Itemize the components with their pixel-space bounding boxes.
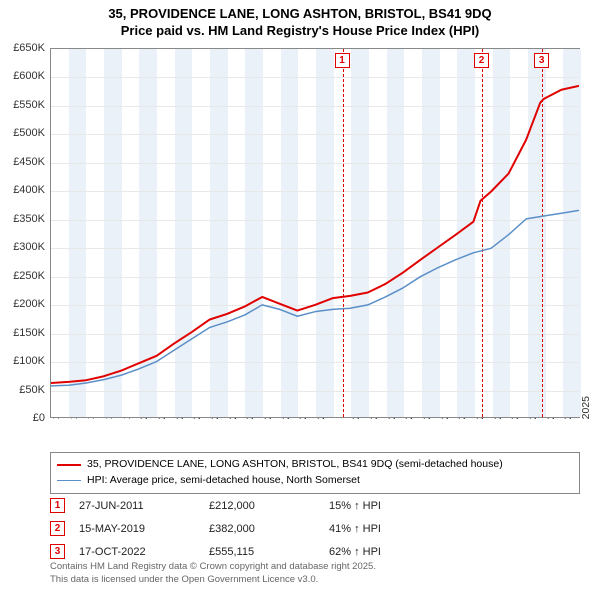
y-tick-label: £100K [3, 355, 45, 367]
y-tick-label: £500K [3, 127, 45, 139]
series-line [51, 86, 579, 383]
y-tick-label: £600K [3, 70, 45, 82]
y-tick-label: £250K [3, 270, 45, 282]
event-row: 2 15-MAY-2019 £382,000 41% ↑ HPI [50, 517, 580, 540]
legend-swatch [57, 480, 81, 482]
legend-swatch [57, 464, 81, 467]
event-hpi: 62% ↑ HPI [329, 546, 449, 558]
y-tick-label: £650K [3, 42, 45, 54]
legend-item: HPI: Average price, semi-detached house,… [57, 473, 573, 489]
footer-attribution: Contains HM Land Registry data © Crown c… [50, 561, 376, 586]
event-date: 27-JUN-2011 [79, 500, 209, 512]
event-price: £382,000 [209, 523, 329, 535]
event-badge: 3 [50, 544, 65, 559]
event-marker-badge: 3 [534, 53, 549, 68]
y-tick-label: £0 [3, 412, 45, 424]
series-line [51, 210, 579, 386]
legend-label: HPI: Average price, semi-detached house,… [87, 473, 360, 489]
event-date: 15-MAY-2019 [79, 523, 209, 535]
y-tick-label: £350K [3, 213, 45, 225]
footer-line-2: This data is licensed under the Open Gov… [50, 574, 376, 586]
title-line-1: 35, PROVIDENCE LANE, LONG ASHTON, BRISTO… [0, 6, 600, 23]
y-tick-label: £150K [3, 327, 45, 339]
event-marker-badge: 1 [335, 53, 350, 68]
y-tick-label: £300K [3, 241, 45, 253]
footer-line-1: Contains HM Land Registry data © Crown c… [50, 561, 376, 573]
legend-label: 35, PROVIDENCE LANE, LONG ASHTON, BRISTO… [87, 457, 503, 473]
chart-title: 35, PROVIDENCE LANE, LONG ASHTON, BRISTO… [0, 0, 600, 42]
x-tick-label: 2025 [580, 396, 592, 436]
title-line-2: Price paid vs. HM Land Registry's House … [0, 23, 600, 40]
event-row: 3 17-OCT-2022 £555,115 62% ↑ HPI [50, 540, 580, 563]
event-hpi: 15% ↑ HPI [329, 500, 449, 512]
legend-item: 35, PROVIDENCE LANE, LONG ASHTON, BRISTO… [57, 457, 573, 473]
y-tick-label: £50K [3, 384, 45, 396]
event-marker-badge: 2 [474, 53, 489, 68]
events-table: 1 27-JUN-2011 £212,000 15% ↑ HPI 2 15-MA… [50, 494, 580, 563]
y-tick-label: £550K [3, 99, 45, 111]
y-tick-label: £200K [3, 298, 45, 310]
event-badge: 2 [50, 521, 65, 536]
y-tick-label: £450K [3, 156, 45, 168]
event-price: £555,115 [209, 546, 329, 558]
event-badge: 1 [50, 498, 65, 513]
chart-container: 35, PROVIDENCE LANE, LONG ASHTON, BRISTO… [0, 0, 600, 590]
event-row: 1 27-JUN-2011 £212,000 15% ↑ HPI [50, 494, 580, 517]
event-price: £212,000 [209, 500, 329, 512]
event-hpi: 41% ↑ HPI [329, 523, 449, 535]
legend: 35, PROVIDENCE LANE, LONG ASHTON, BRISTO… [50, 452, 580, 494]
event-date: 17-OCT-2022 [79, 546, 209, 558]
plot-area: 1 2 3 [50, 48, 580, 418]
y-tick-label: £400K [3, 184, 45, 196]
line-plot-svg [51, 49, 579, 417]
